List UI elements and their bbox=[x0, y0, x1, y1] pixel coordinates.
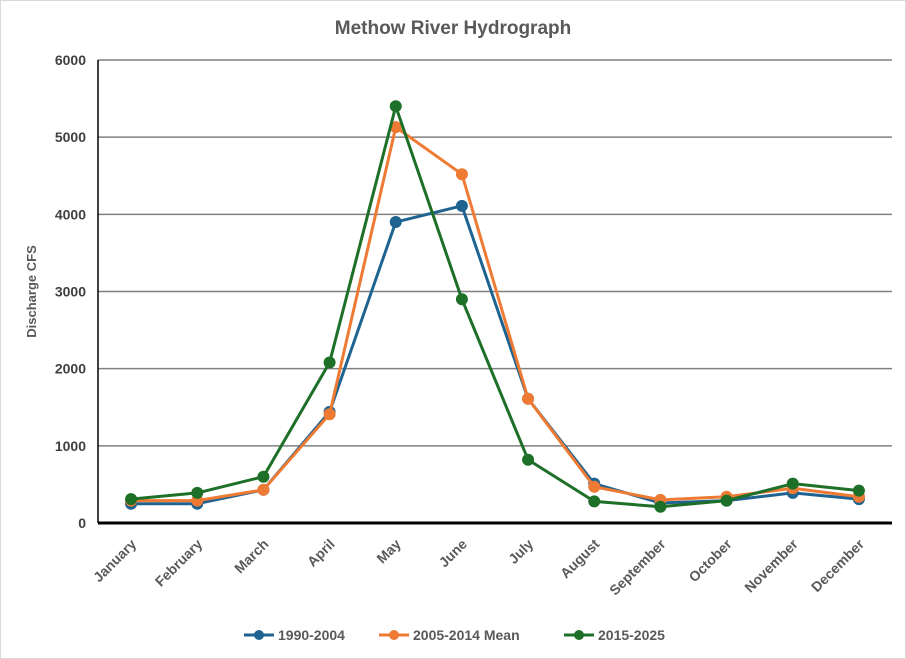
data-point bbox=[191, 486, 204, 499]
legend-label: 2005-2014 Mean bbox=[413, 627, 520, 643]
series-line bbox=[131, 204, 860, 506]
legend-swatch-marker bbox=[254, 630, 264, 640]
data-point bbox=[522, 453, 535, 466]
data-point bbox=[125, 493, 138, 506]
data-point bbox=[455, 293, 468, 306]
legend-item: 2005-2014 Mean bbox=[379, 627, 520, 643]
data-point bbox=[588, 480, 601, 493]
data-point bbox=[323, 408, 336, 421]
series-2015-2025 bbox=[125, 100, 865, 513]
x-tick-label: June bbox=[436, 536, 471, 571]
y-tick-label: 4000 bbox=[55, 206, 86, 222]
chart-title: Methow River Hydrograph bbox=[335, 18, 571, 39]
legend-label: 2015-2025 bbox=[598, 627, 665, 643]
legend-item: 1990-2004 bbox=[244, 627, 345, 643]
data-point bbox=[588, 495, 601, 508]
data-point bbox=[389, 121, 402, 134]
series-1990-2004 bbox=[125, 199, 865, 510]
y-axis-label: Discharge CFS bbox=[24, 245, 39, 338]
data-point bbox=[257, 483, 270, 496]
x-tick-label: February bbox=[152, 536, 206, 590]
data-point bbox=[257, 470, 270, 483]
y-tick-label: 2000 bbox=[55, 361, 86, 377]
data-point bbox=[323, 356, 336, 369]
series-line bbox=[131, 125, 860, 503]
y-tick-label: 0 bbox=[78, 515, 86, 531]
data-point bbox=[455, 168, 468, 181]
data-point bbox=[455, 199, 468, 212]
x-tick-label: November bbox=[741, 535, 801, 595]
x-tick-label: September bbox=[606, 535, 669, 598]
x-tick-label: April bbox=[304, 536, 338, 570]
x-tick-label: July bbox=[505, 536, 536, 567]
legend: 1990-2004 2005-2014 Mean 2015-2025 bbox=[244, 627, 665, 643]
data-point bbox=[389, 100, 402, 113]
x-tick-label: October bbox=[685, 535, 735, 585]
x-tick-label: May bbox=[373, 536, 404, 567]
data-point bbox=[720, 494, 733, 507]
legend-item: 2015-2025 bbox=[564, 627, 665, 643]
x-tick-label: January bbox=[90, 536, 139, 585]
x-tick-label: December bbox=[808, 535, 868, 595]
data-point bbox=[852, 484, 865, 497]
y-tick-label: 5000 bbox=[55, 129, 86, 145]
legend-swatch-marker bbox=[574, 630, 584, 640]
data-point bbox=[654, 500, 667, 513]
y-tick-label: 3000 bbox=[55, 284, 86, 300]
legend-swatch-marker bbox=[389, 630, 399, 640]
data-point bbox=[786, 477, 799, 490]
legend-label: 1990-2004 bbox=[278, 627, 345, 643]
series-line bbox=[130, 104, 860, 509]
x-tick-label: March bbox=[231, 536, 271, 576]
y-tick-label: 6000 bbox=[55, 52, 86, 68]
series-2005-2014-mean bbox=[125, 121, 865, 507]
y-tick-label: 1000 bbox=[55, 438, 86, 454]
data-point bbox=[389, 216, 402, 229]
x-tick-label: August bbox=[557, 536, 603, 582]
data-point bbox=[522, 392, 535, 405]
